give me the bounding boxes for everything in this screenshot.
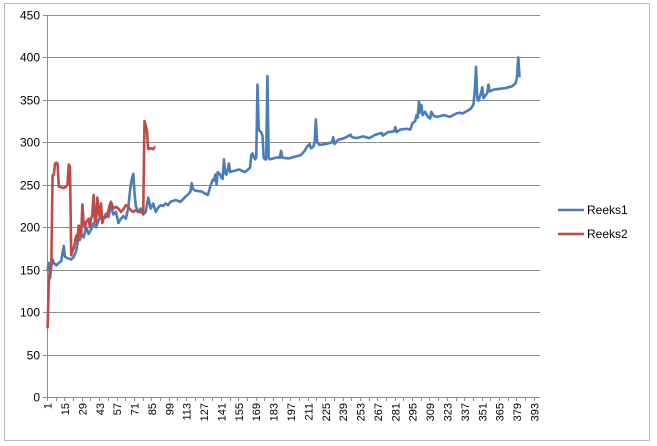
xtick-label-365: 365 xyxy=(495,403,507,421)
ytick-label-150: 150 xyxy=(20,264,40,278)
xtick-label-337: 337 xyxy=(460,403,472,421)
xtick-label-43: 43 xyxy=(95,403,107,415)
xtick-label-225: 225 xyxy=(321,403,333,421)
xtick-label-281: 281 xyxy=(390,403,402,421)
ytick-label-0: 0 xyxy=(33,391,40,405)
xtick-label-239: 239 xyxy=(338,403,350,421)
xtick-label-253: 253 xyxy=(356,403,368,421)
xtick-label-99: 99 xyxy=(164,403,176,415)
chart-frame xyxy=(4,3,650,441)
ytick-label-50: 50 xyxy=(27,349,41,363)
series-line-reeks2 xyxy=(46,119,156,329)
xtick-label-15: 15 xyxy=(60,403,72,415)
ytick-label-450: 450 xyxy=(20,9,40,23)
xtick-label-267: 267 xyxy=(373,403,385,421)
xtick-label-183: 183 xyxy=(269,403,281,421)
xtick-label-211: 211 xyxy=(303,403,315,421)
xtick-label-141: 141 xyxy=(216,403,228,421)
xtick-label-85: 85 xyxy=(147,403,159,415)
legend-label-reeks2: Reeks2 xyxy=(587,227,628,241)
ytick-label-200: 200 xyxy=(20,221,40,235)
xtick-label-71: 71 xyxy=(130,403,142,415)
ytick-label-350: 350 xyxy=(20,94,40,108)
xtick-label-127: 127 xyxy=(199,403,211,421)
series-line-reeks1 xyxy=(46,56,521,280)
ytick-label-300: 300 xyxy=(20,136,40,150)
xtick-label-113: 113 xyxy=(182,403,194,421)
legend-label-reeks1: Reeks1 xyxy=(587,203,628,217)
xtick-label-169: 169 xyxy=(251,403,263,421)
xtick-label-379: 379 xyxy=(512,403,524,421)
xtick-label-393: 393 xyxy=(529,403,541,421)
xtick-label-351: 351 xyxy=(477,403,489,421)
xtick-label-155: 155 xyxy=(234,403,246,421)
xtick-label-323: 323 xyxy=(442,403,454,421)
xtick-label-29: 29 xyxy=(77,403,89,415)
ytick-label-250: 250 xyxy=(20,179,40,193)
xtick-label-309: 309 xyxy=(425,403,437,421)
xtick-label-197: 197 xyxy=(286,403,298,421)
ytick-label-100: 100 xyxy=(20,306,40,320)
xtick-label-57: 57 xyxy=(112,403,124,415)
ytick-label-400: 400 xyxy=(20,51,40,65)
xtick-label-295: 295 xyxy=(408,403,420,421)
xtick-label-1: 1 xyxy=(43,403,55,409)
